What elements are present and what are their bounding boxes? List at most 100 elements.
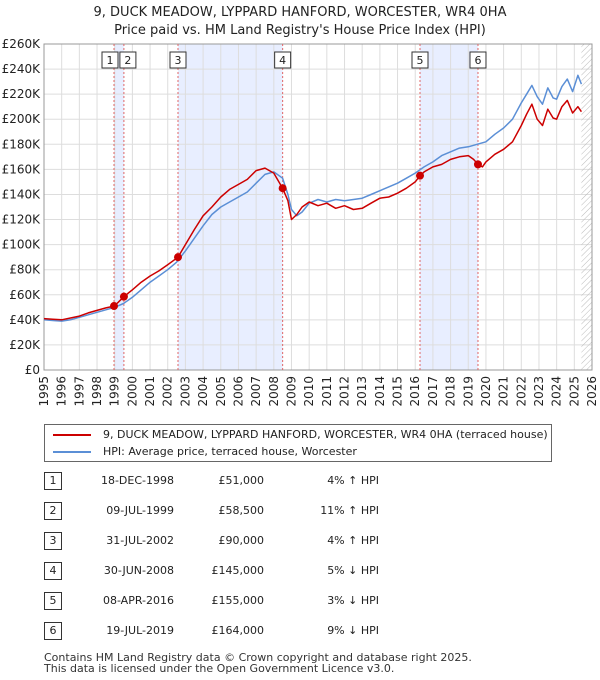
x-tick-label: 1996 [55, 376, 69, 407]
sale-row: 6 19-JUL-2019 £164,000 9% ↓ HPI [44, 622, 424, 652]
sale-row: 1 18-DEC-1998 £51,000 4% ↑ HPI [44, 472, 424, 502]
shaded-span [177, 44, 283, 370]
x-tick-label: 2012 [338, 376, 352, 407]
sale-point [110, 302, 119, 311]
legend-label-hpi: HPI: Average price, terraced house, Worc… [103, 445, 357, 458]
x-tick-label: 2025 [567, 376, 581, 407]
x-tick-label: 2020 [479, 376, 493, 407]
y-tick-label: £20K [9, 338, 41, 352]
x-tick-label: 2026 [585, 376, 599, 407]
sale-badge-box [101, 51, 119, 69]
y-tick-label: £180K [2, 137, 42, 151]
x-tick-label: 2002 [161, 376, 175, 407]
sale-number-badge: 4 [44, 562, 62, 580]
x-tick-label: 2000 [125, 376, 139, 407]
x-tick-label: 2011 [320, 376, 334, 407]
x-tick-label: 2008 [267, 376, 281, 407]
y-tick-label: £60K [9, 288, 41, 302]
shaded-span [419, 44, 478, 370]
x-tick-label: 1999 [108, 376, 122, 407]
sale-date: 08-APR-2016 [102, 594, 174, 607]
sale-price: £164,000 [211, 624, 265, 637]
y-tick-label: £200K [2, 112, 42, 126]
x-tick-label: 2013 [355, 376, 369, 407]
sale-point [473, 160, 482, 169]
sale-hpi-diff: 4% ↑ HPI [327, 534, 379, 547]
y-tick-label: £140K [2, 187, 42, 201]
future-hatch [581, 44, 592, 370]
legend-swatch-hpi [53, 451, 91, 453]
sale-price: £155,000 [211, 594, 265, 607]
x-tick-label: 2014 [373, 376, 387, 407]
sale-price: £51,000 [218, 474, 265, 487]
x-tick-label: 2021 [497, 376, 511, 407]
chart-title-line2: Price paid vs. HM Land Registry's House … [114, 23, 486, 38]
y-tick-label: £260K [2, 37, 42, 51]
sale-badge-box [411, 51, 429, 69]
sale-point [119, 292, 128, 301]
sale-number-badge: 1 [44, 472, 62, 490]
sale-badge-label: 5 [416, 54, 423, 67]
x-tick-label: 2017 [426, 376, 440, 407]
sale-markers [110, 160, 482, 311]
x-tick-label: 2022 [514, 376, 528, 407]
sale-number-badge: 3 [44, 532, 62, 550]
sale-badge-label: 1 [107, 54, 114, 67]
sales-table: 1 18-DEC-1998 £51,000 4% ↑ HPI 2 09-JUL-1999 £… [44, 472, 424, 652]
sale-number-badge: 5 [44, 592, 62, 610]
series [43, 74, 583, 322]
sale-hpi-diff: 4% ↑ HPI [327, 474, 379, 487]
sale-badge-box [469, 51, 487, 69]
sale-hpi-diff: 5% ↓ HPI [327, 564, 379, 577]
sale-row: 2 09-JUL-1999 £58,500 11% ↑ HPI [44, 502, 424, 532]
sale-badge-box [119, 51, 137, 69]
sale-hpi-diff: 3% ↓ HPI [327, 594, 379, 607]
legend-item-hpi: HPI: Average price, terraced house, Worc… [53, 444, 357, 460]
sale-badge-label: 3 [174, 54, 181, 67]
x-tick-label: 2024 [550, 376, 564, 407]
footer-line2: This data is licensed under the Open Gov… [44, 662, 395, 675]
y-tick-label: £100K [2, 238, 42, 252]
y-tick-label: £240K [2, 62, 42, 76]
y-tick-label: £160K [2, 162, 42, 176]
sale-date: 18-DEC-1998 [100, 474, 174, 487]
sale-point [278, 184, 287, 193]
sale-hpi-diff: 9% ↓ HPI [327, 624, 379, 637]
sale-date: 09-JUL-1999 [106, 504, 174, 517]
y-tick-label: £220K [2, 87, 42, 101]
x-tick-label: 1997 [72, 376, 86, 407]
hpi-line [43, 74, 583, 322]
y-tick-label: £120K [2, 213, 42, 227]
y-tick-label: £40K [9, 313, 41, 327]
x-tick-label: 2019 [461, 376, 475, 407]
legend: 9, DUCK MEADOW, LYPPARD HANFORD, WORCEST… [44, 424, 552, 462]
shaded-spans [114, 44, 478, 370]
x-tick-label: 2005 [214, 376, 228, 407]
sale-badge-label: 4 [279, 54, 286, 67]
future-hatch-area [581, 44, 592, 370]
chart-title: 9, DUCK MEADOW, LYPPARD HANFORD, WORCEST… [0, 4, 600, 40]
y-tick-label: £0 [25, 363, 40, 377]
y-tick-label: £80K [9, 263, 41, 277]
legend-item-property: 9, DUCK MEADOW, LYPPARD HANFORD, WORCEST… [53, 427, 548, 443]
x-tick-label: 1998 [90, 376, 104, 407]
x-tick-label: 2010 [302, 376, 316, 407]
property-price-line [43, 99, 583, 321]
sale-date: 30-JUN-2008 [103, 564, 174, 577]
x-tick-label: 2004 [196, 376, 210, 407]
sale-badge-box [274, 51, 292, 69]
axes: £0 £20K £40K £60K £80K £100K £120K £140K £160K £1… [2, 37, 599, 407]
sale-badge-label: 6 [474, 54, 481, 67]
footer: Contains HM Land Registry data © Crown c… [44, 652, 472, 674]
sale-price: £58,500 [218, 504, 265, 517]
x-tick-label: 2023 [532, 376, 546, 407]
sale-point [173, 253, 182, 262]
price-chart: £0 £20K £40K £60K £80K £100K £120K £140K £160K £1… [2, 37, 599, 407]
chart-title-line1: 9, DUCK MEADOW, LYPPARD HANFORD, WORCEST… [93, 5, 507, 20]
x-tick-label: 2006 [231, 376, 245, 407]
footer-line1: Contains HM Land Registry data © Crown c… [44, 651, 472, 664]
grid [43, 43, 593, 371]
x-tick-label: 2018 [444, 376, 458, 407]
x-tick-label: 2007 [249, 376, 263, 407]
